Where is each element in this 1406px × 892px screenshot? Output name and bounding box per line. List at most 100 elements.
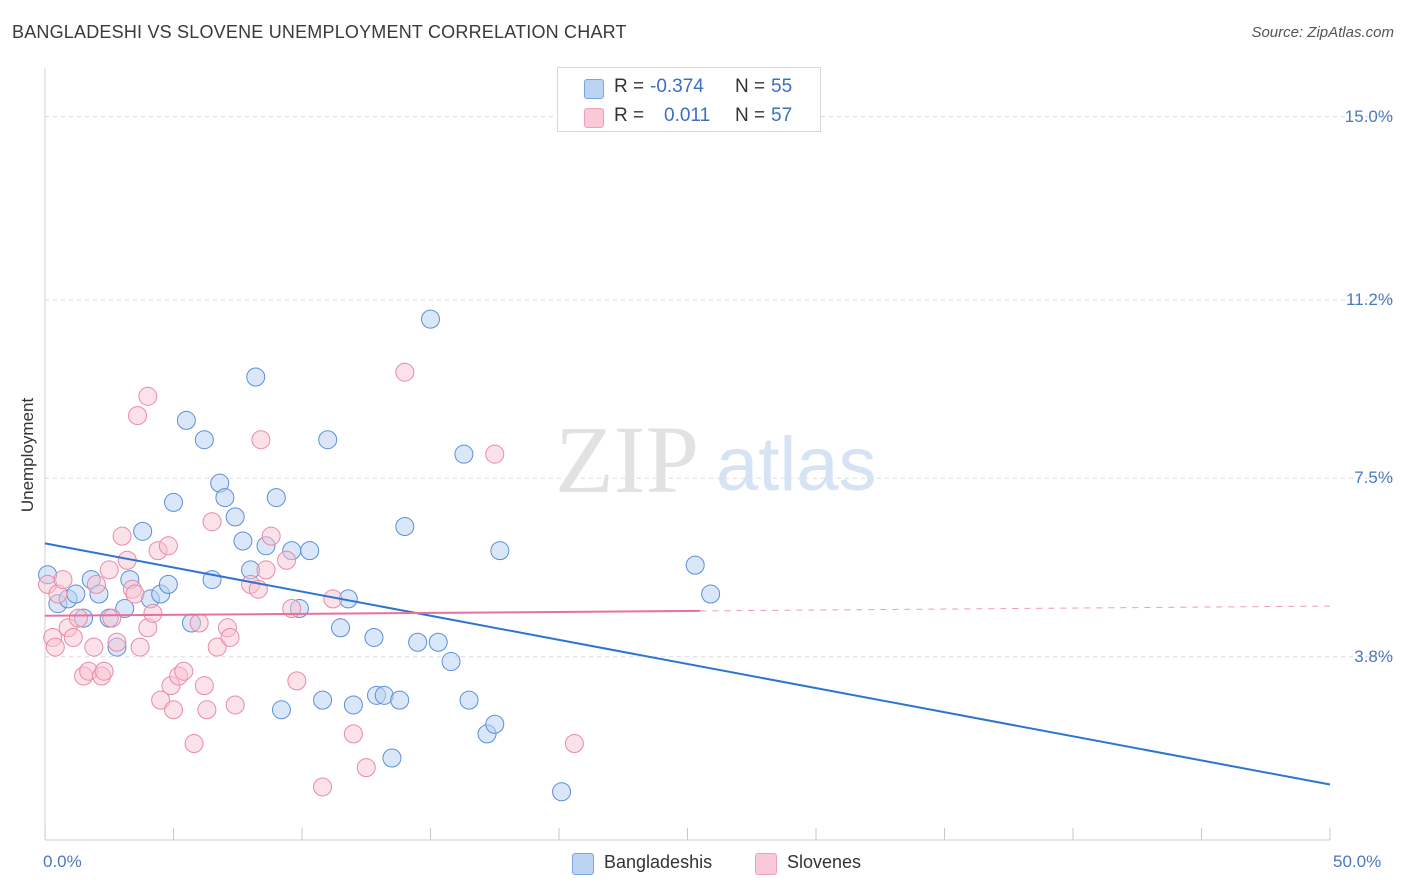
data-point-slovene bbox=[251, 430, 271, 450]
watermark-zip: ZIP bbox=[555, 406, 699, 513]
data-point-bangladeshi bbox=[552, 782, 572, 802]
data-point-bangladeshi bbox=[441, 652, 461, 672]
data-point-bangladeshi bbox=[685, 555, 705, 575]
data-point-slovene bbox=[84, 637, 104, 657]
chart-title: BANGLADESHI VS SLOVENE UNEMPLOYMENT CORR… bbox=[12, 22, 627, 42]
data-point-bangladeshi bbox=[390, 690, 410, 710]
data-point-slovene bbox=[138, 386, 158, 406]
data-point-slovene bbox=[125, 584, 145, 604]
data-point-bangladeshi bbox=[428, 632, 448, 652]
stats-row-bangladeshis: R = -0.374 N = 55 bbox=[558, 72, 820, 102]
y-tick-label: 7.5% bbox=[1354, 468, 1393, 488]
data-point-bangladeshi bbox=[158, 574, 178, 594]
data-point-slovene bbox=[356, 758, 376, 778]
data-point-slovene bbox=[287, 671, 307, 691]
data-point-bangladeshi bbox=[421, 309, 440, 329]
data-point-slovene bbox=[197, 700, 217, 720]
data-point-bangladeshi bbox=[485, 714, 505, 734]
data-point-slovene bbox=[207, 637, 227, 657]
data-point-slovene bbox=[261, 526, 281, 546]
n-label: N = bbox=[735, 105, 766, 126]
watermark: ZIP atlas bbox=[555, 406, 877, 513]
y-tick-label: 3.8% bbox=[1354, 646, 1393, 666]
data-point-bangladeshi bbox=[331, 618, 351, 638]
trend-line-slovenes bbox=[44, 609, 701, 617]
slovenes-swatch bbox=[584, 108, 604, 128]
data-point-slovene bbox=[395, 362, 415, 382]
data-point-slovene bbox=[202, 512, 222, 532]
series-slovenes bbox=[38, 362, 584, 797]
data-point-slovene bbox=[313, 777, 333, 797]
data-point-bangladeshi bbox=[225, 507, 245, 527]
data-point-slovene bbox=[53, 570, 73, 590]
y-tick-label: 11.2% bbox=[1346, 289, 1393, 309]
source-label: Source: ZipAtlas.com bbox=[1251, 24, 1394, 41]
r-value: 0.011 bbox=[664, 105, 711, 126]
data-point-bangladeshi bbox=[364, 627, 384, 647]
axes bbox=[44, 68, 1331, 841]
bangladeshis-swatch bbox=[584, 79, 604, 99]
data-point-slovene bbox=[220, 627, 240, 647]
r-label: R = bbox=[614, 105, 645, 126]
data-point-bangladeshi bbox=[408, 632, 428, 652]
data-point-slovene bbox=[174, 661, 194, 681]
data-point-slovene bbox=[164, 700, 183, 720]
data-point-slovene bbox=[86, 574, 106, 594]
data-point-slovene bbox=[68, 608, 88, 628]
data-point-bangladeshi bbox=[343, 695, 363, 715]
data-point-slovene bbox=[189, 613, 209, 633]
watermark-atlas: atlas bbox=[716, 422, 877, 507]
n-label: N = bbox=[735, 76, 766, 97]
data-point-slovene bbox=[158, 536, 178, 556]
data-point-slovene bbox=[94, 661, 114, 681]
data-point-bangladeshi bbox=[271, 700, 291, 720]
data-point-slovene bbox=[63, 627, 83, 647]
data-point-slovene bbox=[128, 406, 148, 426]
y-tick-label: 15.0% bbox=[1344, 106, 1393, 126]
data-point-slovene bbox=[184, 734, 204, 754]
data-point-bangladeshi bbox=[246, 367, 266, 387]
data-point-slovene bbox=[112, 526, 132, 546]
n-value: 55 bbox=[771, 76, 793, 97]
data-point-bangladeshi bbox=[115, 599, 135, 619]
data-point-bangladeshi bbox=[133, 521, 153, 541]
x-tick-label-max: 50.0% bbox=[1333, 852, 1382, 871]
r-value: -0.374 bbox=[650, 76, 704, 97]
x-tick-label-min: 0.0% bbox=[43, 852, 82, 871]
data-point-slovene bbox=[225, 695, 245, 715]
data-point-slovene bbox=[99, 560, 119, 580]
stats-box: R = -0.374 N = 55 R = 0.011 N = 57 bbox=[557, 67, 821, 132]
trend-line-slovenes-extension bbox=[700, 605, 1331, 612]
data-point-slovene bbox=[151, 690, 171, 710]
legend-label-slovenes: Slovenes bbox=[787, 852, 862, 872]
trend-lines bbox=[44, 542, 1331, 786]
data-point-bangladeshi bbox=[382, 748, 402, 768]
data-point-slovene bbox=[107, 632, 127, 652]
data-point-bangladeshi bbox=[300, 541, 320, 561]
n-value: 57 bbox=[771, 105, 793, 126]
data-point-bangladeshi bbox=[454, 444, 474, 464]
data-point-bangladeshi bbox=[490, 541, 510, 561]
data-point-bangladeshi bbox=[266, 488, 286, 508]
legend-swatch-slovenes bbox=[755, 853, 777, 875]
data-point-slovene bbox=[485, 444, 505, 464]
data-point-bangladeshi bbox=[395, 517, 415, 537]
data-point-bangladeshi bbox=[459, 690, 479, 710]
data-point-bangladeshi bbox=[176, 410, 196, 430]
data-point-bangladeshi bbox=[66, 584, 86, 604]
data-point-slovene bbox=[45, 637, 65, 657]
data-point-bangladeshi bbox=[701, 584, 721, 604]
series-bangladeshis bbox=[38, 309, 721, 802]
data-point-slovene bbox=[277, 550, 297, 570]
data-point-slovene bbox=[564, 734, 584, 754]
data-point-slovene bbox=[256, 560, 276, 580]
data-point-bangladeshi bbox=[215, 488, 235, 508]
data-point-bangladeshi bbox=[164, 492, 183, 512]
legend-label-bangladeshis: Bangladeshis bbox=[604, 852, 713, 872]
data-point-slovene bbox=[102, 608, 122, 628]
r-label: R = bbox=[614, 76, 645, 97]
data-point-slovene bbox=[343, 724, 363, 744]
data-point-bangladeshi bbox=[233, 531, 253, 551]
data-point-slovene bbox=[194, 676, 214, 696]
data-point-bangladeshi bbox=[313, 690, 333, 710]
